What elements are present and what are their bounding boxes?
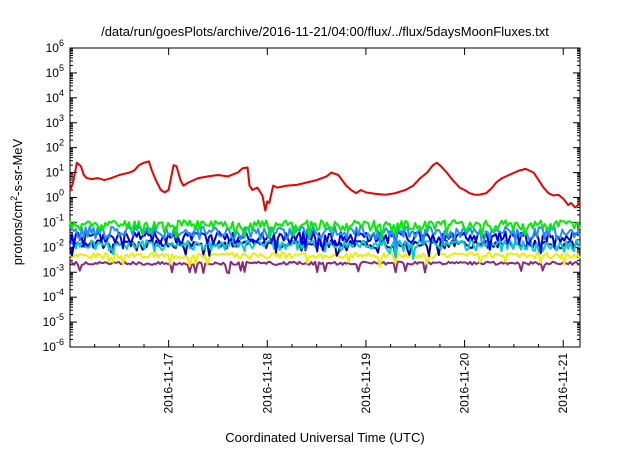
plot-frame [69, 47, 581, 348]
series-line [69, 225, 581, 249]
y-tick-label: 10-5 [43, 312, 64, 329]
y-tick-label: 10-6 [43, 337, 64, 354]
x-axis: 2016-11-17 2016-11-18 2016-11-19 2016-11-20… [94, 48, 570, 414]
y-axis: 10-6 10-5 10-4 10-3 10-2 10-1 100 101 102 103 104 1… [43, 38, 580, 354]
series-line [70, 260, 581, 275]
y-tick-label: 100 [46, 188, 64, 205]
x-tick-label: 2016-11-20 [458, 353, 472, 414]
series-line [69, 230, 581, 255]
series-line [69, 251, 581, 268]
y-axis-label-rest: -s-sr-MeV [10, 138, 25, 195]
plot-frame-rect [69, 47, 581, 348]
chart-title: /data/run/goesPlots/archive/2016-11-21/0… [101, 24, 549, 39]
y-tick-label: 10-3 [43, 262, 64, 279]
x-tick-label: 2016-11-21 [556, 353, 570, 414]
x-tick-label: 2016-11-19 [359, 353, 373, 414]
y-tick-label: 102 [46, 138, 64, 155]
y-tick-label: 10-2 [43, 237, 64, 254]
y-tick-label: 101 [46, 163, 64, 180]
y-axis-label: protons/cm2-s-sr-MeV [9, 138, 25, 265]
y-tick-label: 10-1 [43, 212, 64, 229]
series-line [69, 239, 581, 261]
y-tick-label: 105 [46, 63, 64, 80]
series-line [69, 239, 581, 258]
y-axis-label-base: protons/cm [10, 201, 25, 265]
x-tick-label: 2016-11-17 [162, 353, 176, 414]
x-axis-label: Coordinated Universal Time (UTC) [225, 430, 424, 445]
series-group [69, 160, 581, 275]
y-axis-label-sup: 2 [9, 196, 19, 201]
series-line [69, 160, 581, 212]
x-tick-label: 2016-11-18 [260, 353, 274, 414]
y-tick-label: 10-4 [43, 287, 64, 304]
series-line [69, 219, 581, 241]
y-tick-label: 104 [46, 88, 64, 105]
y-tick-label: 106 [46, 38, 64, 55]
y-tick-label: 103 [46, 113, 64, 130]
